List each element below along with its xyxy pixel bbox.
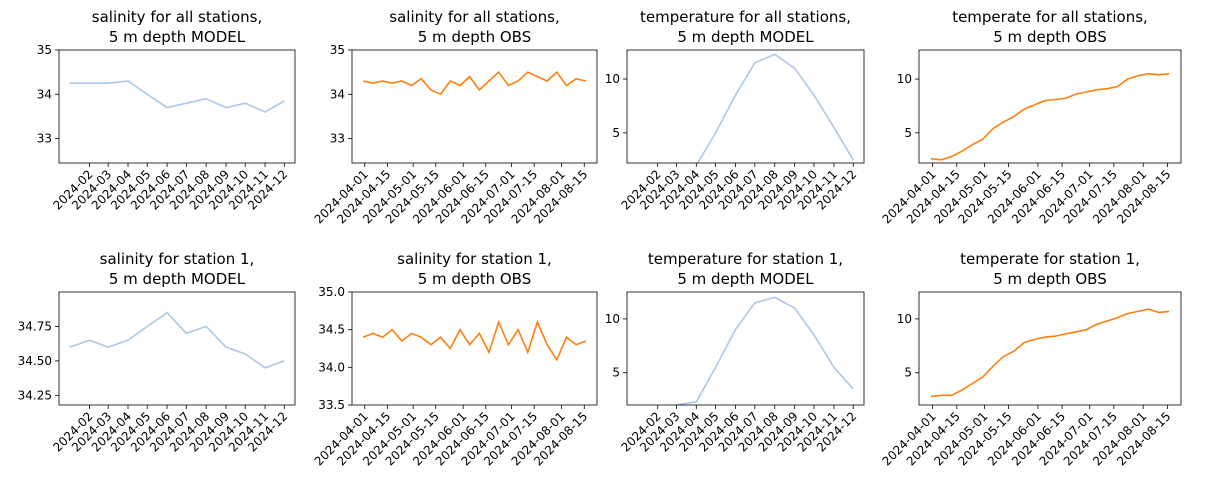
data-line <box>696 53 854 163</box>
data-line <box>362 71 587 96</box>
subplot-title: salinity for all stations, <box>92 8 262 26</box>
data-line <box>69 80 285 113</box>
subplot-title: 5 m depth OBS <box>993 28 1106 46</box>
plot-frame <box>918 49 1182 164</box>
data-line <box>69 311 285 369</box>
y-tick-label: 5 <box>612 126 620 140</box>
y-tick-label: 33 <box>37 132 52 146</box>
subplot-title: salinity for station 1, <box>100 250 255 268</box>
subplot-title: 5 m depth MODEL <box>677 28 814 46</box>
subplot: salinity for station 1, 5 m depth MODEL 34… <box>18 250 296 455</box>
y-tick-label: 34.25 <box>18 388 52 402</box>
y-tick-label: 5 <box>904 366 912 380</box>
plot-frame <box>351 291 598 406</box>
y-tick-label: 33 <box>330 132 345 146</box>
plot-frame <box>58 49 296 164</box>
subplot-title: 5 m depth OBS <box>418 270 531 288</box>
subplot-title: salinity for station 1, <box>397 250 552 268</box>
subplot: temperature for all stations, 5 m depth M… <box>605 8 865 213</box>
y-tick-label: 34.0 <box>318 360 345 374</box>
y-tick-label: 5 <box>612 366 620 380</box>
subplot-title: 5 m depth MODEL <box>109 270 246 288</box>
data-line <box>362 319 587 362</box>
subplot: salinity for station 1, 5 m depth OBS 33.5… <box>312 250 598 468</box>
y-tick-label: 10 <box>605 72 620 86</box>
subplot-title: 5 m depth OBS <box>993 270 1106 288</box>
y-tick-label: 10 <box>897 72 912 86</box>
y-tick-label: 10 <box>605 312 620 326</box>
y-tick-label: 33.5 <box>318 398 345 412</box>
subplot-title: 5 m depth MODEL <box>109 28 246 46</box>
plot-frame <box>351 49 598 164</box>
plot-frame <box>626 49 865 164</box>
y-tick-label: 35 <box>37 43 52 57</box>
subplot-title: temperate for station 1, <box>960 250 1140 268</box>
y-tick-label: 10 <box>897 312 912 326</box>
subplot-title: temperature for all stations, <box>640 8 851 26</box>
subplot: salinity for all stations, 5 m depth MODE… <box>37 8 296 213</box>
y-tick-label: 5 <box>904 126 912 140</box>
y-tick-label: 35 <box>330 43 345 57</box>
y-tick-label: 34.75 <box>18 319 52 333</box>
subplot: temperate for station 1, 5 m depth OBS 5 10… <box>880 250 1182 468</box>
subplot-title: temperature for station 1, <box>648 250 843 268</box>
subplot-title: 5 m depth OBS <box>418 28 531 46</box>
subplot-title: temperate for all stations, <box>952 8 1148 26</box>
subplot-title: salinity for all stations, <box>389 8 559 26</box>
plot-frame <box>58 291 296 406</box>
subplot: temperate for all stations, 5 m depth OBS… <box>880 8 1182 226</box>
y-tick-label: 34.5 <box>318 323 345 337</box>
data-line <box>930 308 1170 398</box>
subplot-title: 5 m depth MODEL <box>677 270 814 288</box>
subplot: salinity for all stations, 5 m depth OBS 3… <box>312 8 598 226</box>
y-tick-label: 35.0 <box>318 285 345 299</box>
y-tick-label: 34 <box>330 87 345 101</box>
data-line <box>673 296 854 405</box>
plot-frame <box>626 291 865 406</box>
data-line <box>930 72 1170 161</box>
plot-frame <box>918 291 1182 406</box>
y-tick-label: 34.50 <box>18 354 52 368</box>
y-tick-label: 34 <box>37 87 52 101</box>
subplot: temperature for station 1, 5 m depth MODE… <box>605 250 865 455</box>
